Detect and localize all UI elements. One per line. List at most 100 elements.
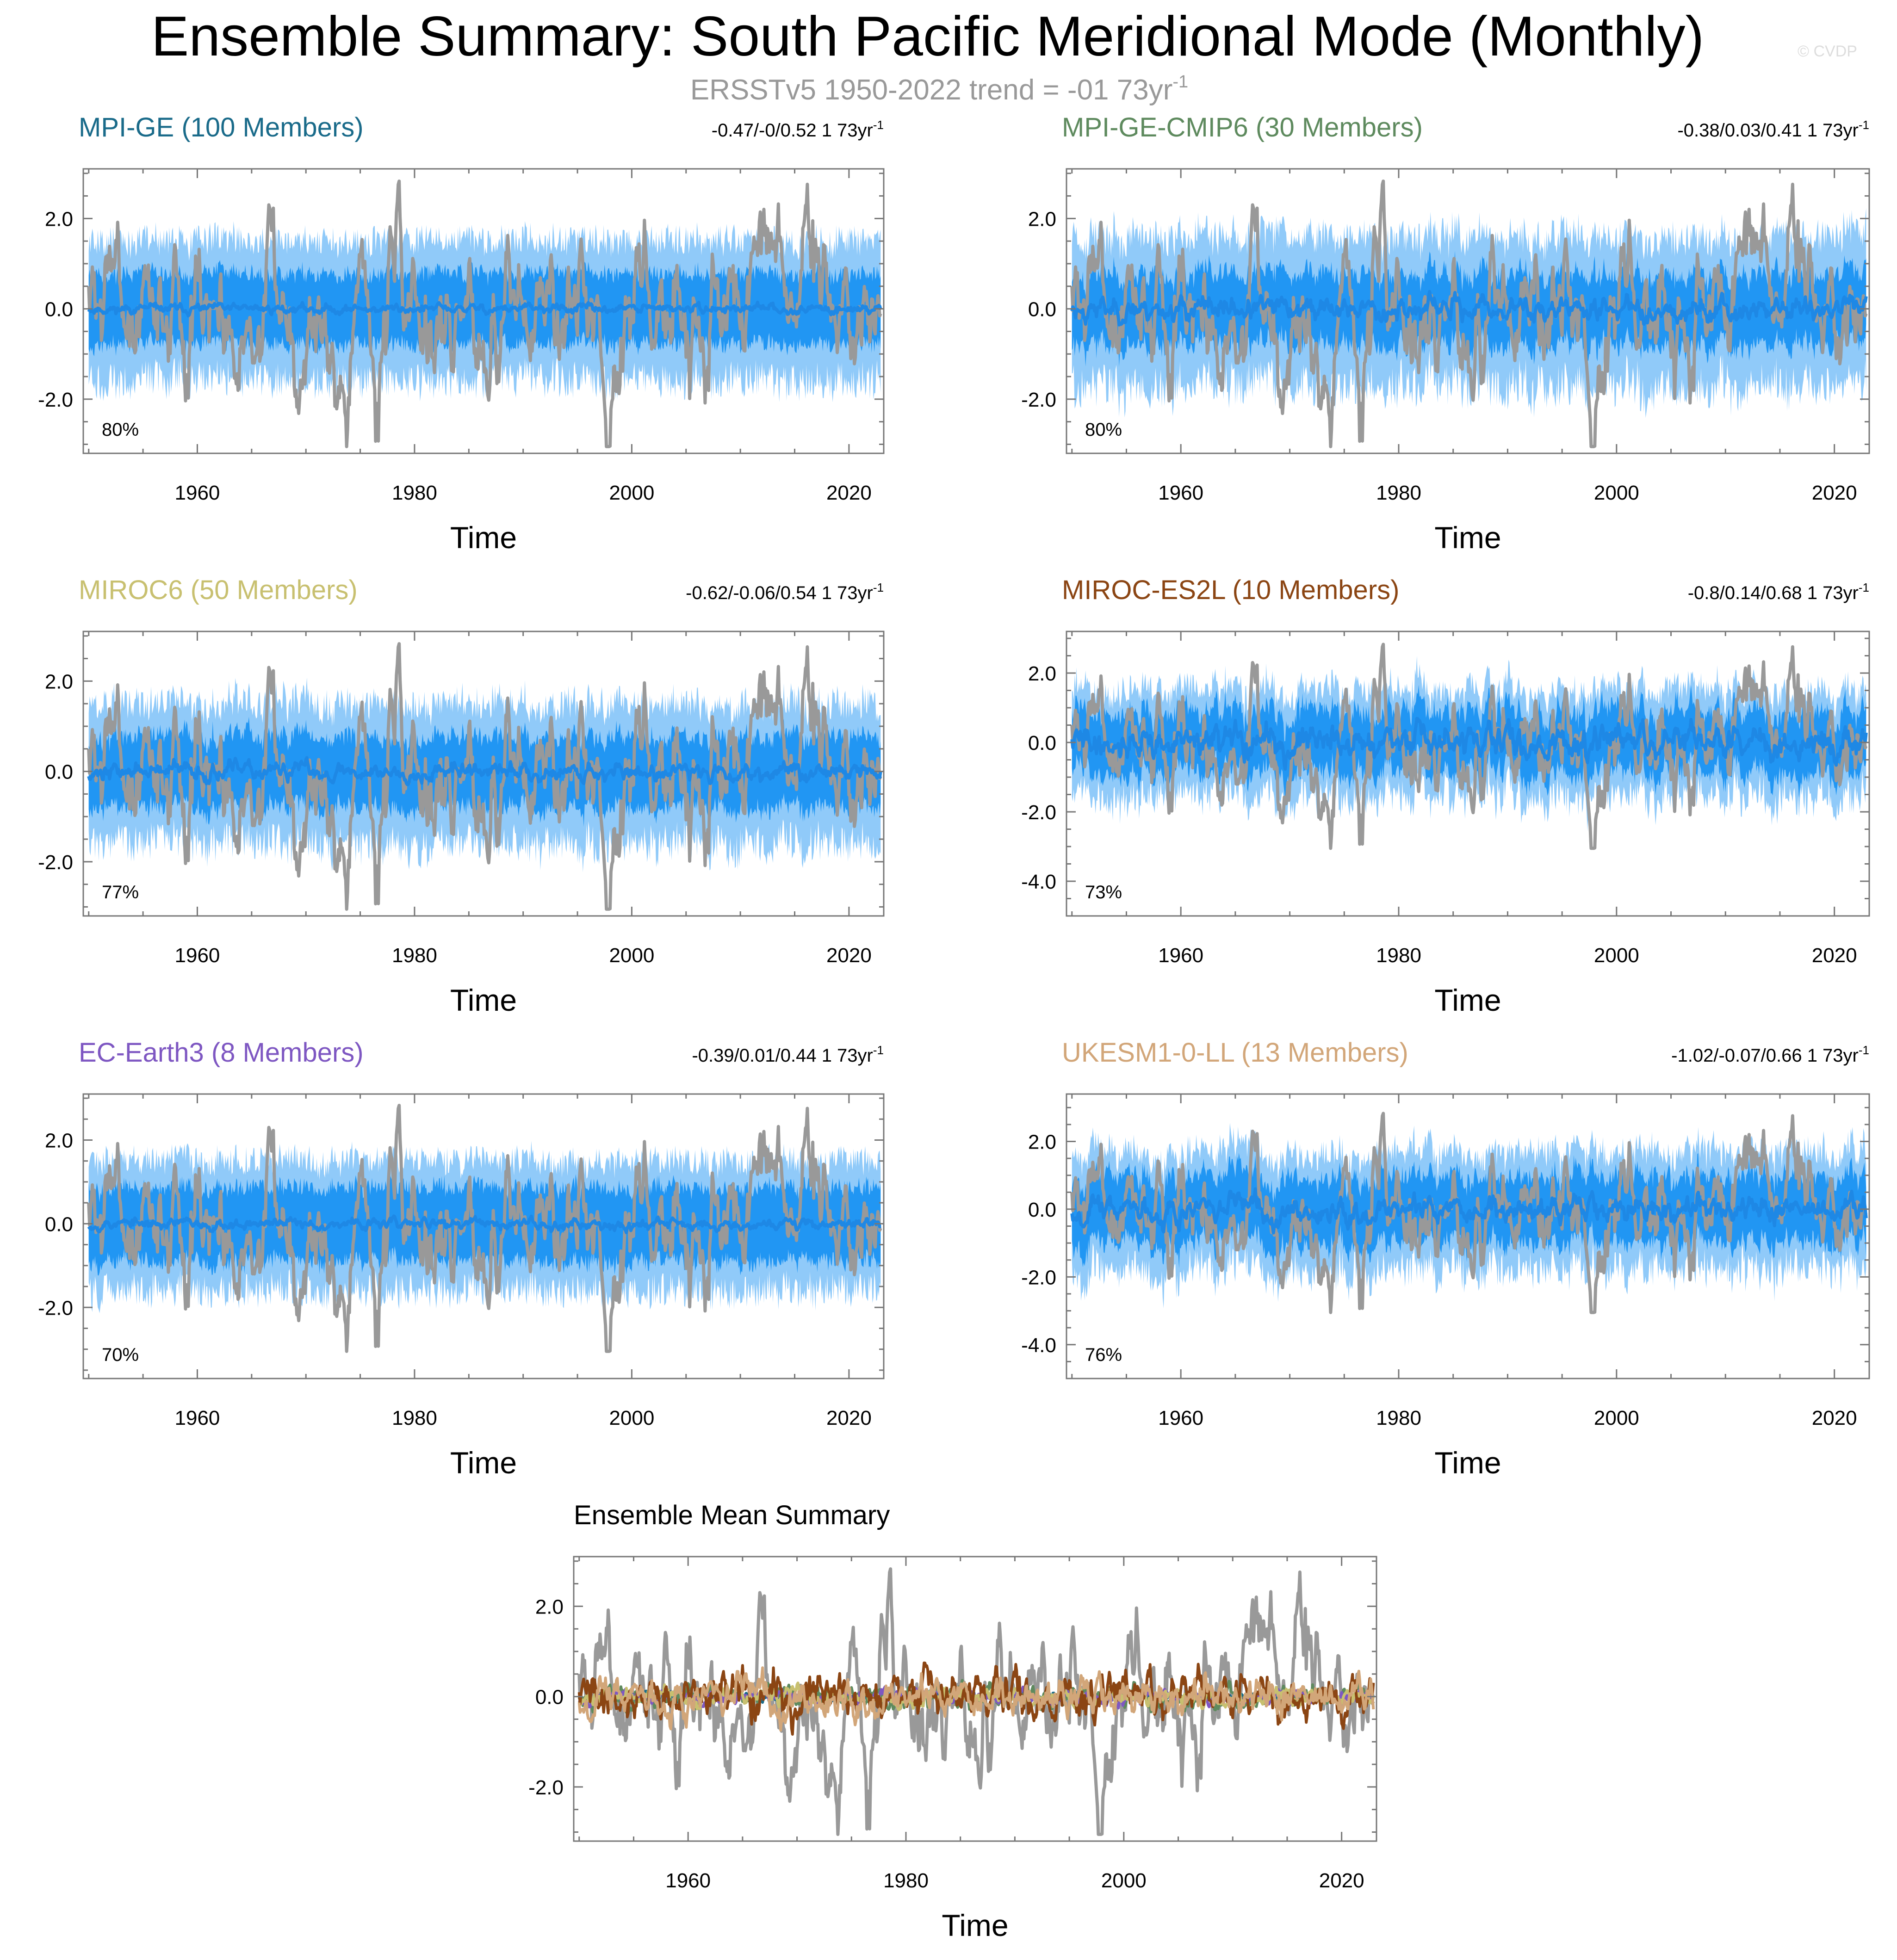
- panel-mpi-ge: -2.0 0.0 2.0 1960 1980 2000 2020 Time MPI-GE (10…: [38, 112, 885, 555]
- observed-line-ersstv5: [1070, 1112, 1868, 1314]
- x-tick-label: 1980: [1376, 1407, 1421, 1429]
- percent-label: 73%: [1085, 882, 1122, 903]
- x-tick-label: 1980: [392, 1407, 437, 1429]
- panel-title: MPI-GE (100 Members): [79, 112, 364, 142]
- x-tick-label: 2000: [1594, 482, 1639, 504]
- trend-label: -0.8/0.14/0.68 1 73yr-1: [1688, 581, 1869, 603]
- ensemble-mean-line: [87, 300, 882, 318]
- x-tick-label: 2020: [826, 1407, 872, 1429]
- x-tick-label: 2000: [1594, 944, 1639, 967]
- y-tick-label: -2.0: [38, 389, 73, 411]
- panel-title: Ensemble Mean Summary: [574, 1500, 890, 1530]
- series-line-ukesm1-0-ll: [577, 1666, 1375, 1732]
- y-tick-label: 2.0: [45, 1129, 73, 1152]
- ensemble-mean-line: [87, 756, 882, 786]
- ensemble-mean-line: [1070, 290, 1868, 327]
- plot-frame: [1066, 1093, 1870, 1379]
- y-tick-label: 0.0: [45, 298, 73, 321]
- y-tick-label: -2.0: [1021, 1266, 1056, 1289]
- y-tick-label: 2.0: [1028, 208, 1056, 230]
- spread-band-25-75: [1072, 684, 1866, 804]
- y-tick-label: -2.0: [1021, 801, 1056, 824]
- x-tick-label: 2000: [1101, 1869, 1147, 1892]
- panel-title: MIROC-ES2L (10 Members): [1062, 575, 1399, 605]
- x-axis-label: Time: [450, 520, 517, 555]
- y-tick-label: -2.0: [528, 1776, 564, 1799]
- plot-area: [577, 1567, 1375, 1836]
- observed-line-ersstv5: [87, 1104, 882, 1353]
- y-tick-label: 0.0: [1028, 1199, 1056, 1221]
- x-tick-label: 2020: [1319, 1869, 1364, 1892]
- y-tick-label: -4.0: [1021, 871, 1056, 893]
- ensemble-mean-line: [1070, 1187, 1868, 1235]
- observed-line-ersstv5: [87, 642, 882, 911]
- y-tick-label: 2.0: [45, 208, 73, 230]
- plot-frame: [573, 1556, 1377, 1842]
- x-tick-label: 1980: [392, 944, 437, 967]
- x-tick-label: 1980: [1376, 944, 1421, 967]
- percent-label: 70%: [102, 1345, 139, 1365]
- x-tick-label: 1960: [1158, 482, 1203, 504]
- x-tick-label: 1980: [1376, 482, 1421, 504]
- plot-area: [87, 642, 882, 911]
- plot-frame: [82, 168, 885, 454]
- x-tick-label: 1960: [175, 1407, 220, 1429]
- cvdp-watermark: © CVDP: [1798, 43, 1857, 60]
- plot-frame: [82, 631, 885, 917]
- plot-area: [1070, 643, 1868, 850]
- panel-title: UKESM1-0-LL (13 Members): [1062, 1038, 1408, 1068]
- percent-label: 77%: [102, 882, 139, 903]
- trend-label: -1.02/-0.07/0.66 1 73yr-1: [1671, 1043, 1869, 1066]
- y-tick-label: 0.0: [535, 1686, 564, 1709]
- x-axis-label: Time: [942, 1908, 1008, 1942]
- x-axis-label: Time: [450, 983, 517, 1017]
- x-tick-label: 2000: [609, 944, 654, 967]
- x-tick-label: 2020: [826, 944, 872, 967]
- panel-title: MPI-GE-CMIP6 (30 Members): [1062, 112, 1423, 142]
- series-line-miroc-es2l: [577, 1661, 1375, 1736]
- x-tick-label: 2020: [1812, 944, 1857, 967]
- x-tick-label: 2020: [1812, 1407, 1857, 1429]
- y-tick-label: 2.0: [535, 1595, 564, 1618]
- x-axis-label: Time: [1434, 983, 1501, 1017]
- y-tick-label: 0.0: [45, 1213, 73, 1236]
- x-tick-label: 1960: [1158, 944, 1203, 967]
- trend-label: -0.62/-0.06/0.54 1 73yr-1: [686, 581, 884, 603]
- observed-line-ersstv5: [87, 179, 882, 448]
- x-tick-label: 1960: [665, 1869, 711, 1892]
- y-tick-label: 0.0: [45, 761, 73, 784]
- x-tick-label: 1980: [883, 1869, 929, 1892]
- trend-label: -0.38/0.03/0.41 1 73yr-1: [1677, 118, 1869, 141]
- y-tick-label: 2.0: [45, 670, 73, 693]
- panel-mpi-ge-cmip6: -2.0 0.0 2.0 1960 1980 2000 2020 Time MPI-GE-CMI…: [1021, 112, 1870, 555]
- observed-line-ersstv5: [1070, 179, 1868, 448]
- percent-label: 80%: [1085, 420, 1122, 440]
- y-tick-label: -2.0: [38, 1297, 73, 1319]
- panel-miroc-es2l: -4.0 -2.0 0.0 2.0 1960 1980 2000 2020 Time MIROC-…: [1021, 575, 1870, 1017]
- x-tick-label: 2000: [1594, 1407, 1639, 1429]
- plot-area: [1070, 1112, 1868, 1314]
- panel-title: EC-Earth3 (8 Members): [79, 1038, 364, 1068]
- x-axis-label: Time: [1434, 1446, 1501, 1480]
- trend-label: -0.47/-0/0.52 1 73yr-1: [712, 118, 884, 141]
- x-tick-label: 2000: [609, 482, 654, 504]
- plot-frame: [1066, 631, 1870, 917]
- x-tick-label: 2020: [1812, 482, 1857, 504]
- percent-label: 76%: [1085, 1345, 1122, 1365]
- y-tick-label: 0.0: [1028, 732, 1056, 754]
- x-axis-label: Time: [1434, 520, 1501, 555]
- plot-area: [1070, 179, 1868, 448]
- y-tick-label: 2.0: [1028, 662, 1056, 685]
- x-tick-label: 1980: [392, 482, 437, 504]
- panel-title: MIROC6 (50 Members): [79, 575, 358, 605]
- x-tick-label: 1960: [175, 482, 220, 504]
- y-tick-label: 2.0: [1028, 1131, 1056, 1154]
- percent-label: 80%: [102, 420, 139, 440]
- x-axis-label: Time: [450, 1446, 517, 1480]
- figure-title: Ensemble Summary: South Pacific Meridion…: [151, 5, 1704, 68]
- plot-frame: [82, 1093, 885, 1379]
- x-tick-label: 1960: [175, 944, 220, 967]
- ensemble-mean-line: [1070, 717, 1868, 771]
- y-tick-label: 0.0: [1028, 298, 1056, 321]
- panel-ec-earth3: -2.0 0.0 2.0 1960 1980 2000 2020 Time EC-Earth3 …: [38, 1038, 885, 1480]
